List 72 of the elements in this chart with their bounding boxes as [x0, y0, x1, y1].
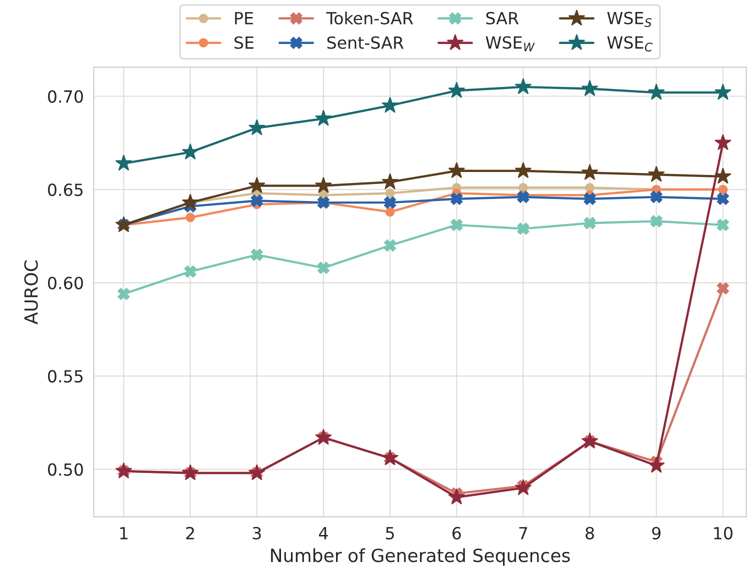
point [716, 282, 730, 294]
y-tick-label: 0.70 [48, 90, 83, 103]
point [382, 173, 398, 190]
point [248, 176, 266, 194]
point [450, 218, 463, 232]
x-tick-label: 4 [318, 527, 328, 540]
point [186, 212, 195, 222]
legend-label: WSE$_{C}$ [607, 36, 653, 52]
x-tick-label: 6 [452, 526, 461, 540]
point [118, 288, 130, 300]
point [115, 154, 132, 171]
y-tick-label: 0.50 [48, 463, 83, 476]
point [648, 84, 665, 100]
point [650, 190, 662, 204]
point [517, 222, 530, 235]
point [384, 239, 396, 252]
x-tick-label: 9 [652, 526, 660, 540]
y-axis-title: AUROC [24, 260, 38, 324]
legend-label: WSE$_{S}$ [607, 12, 652, 27]
point [581, 432, 598, 449]
point [517, 190, 530, 204]
x-tick-label: 10 [714, 526, 732, 540]
point [382, 96, 398, 113]
point [514, 162, 532, 178]
point [385, 207, 395, 217]
x-tick-label: 8 [586, 526, 594, 540]
point [714, 84, 732, 100]
point [714, 134, 732, 150]
point [448, 488, 466, 505]
point [514, 479, 532, 496]
y-tick-label: 0.55 [48, 370, 83, 383]
point [584, 217, 596, 230]
point [650, 215, 662, 228]
legend-label: Sent-SAR [327, 36, 404, 49]
point [184, 266, 196, 278]
point [514, 78, 532, 94]
x-tick-label: 7 [519, 527, 528, 540]
point [315, 110, 332, 126]
y-tick-label: 0.60 [48, 276, 83, 290]
point [448, 82, 466, 98]
legend-label: SAR [486, 12, 519, 24]
legend-label: WSE$_{W}$ [486, 36, 535, 52]
point [716, 192, 730, 205]
point [250, 248, 263, 261]
point [448, 162, 466, 178]
x-tick-label: 5 [386, 527, 394, 540]
y-tick-label: 0.65 [48, 183, 83, 196]
legend-label: Token-SAR [326, 12, 414, 24]
point [248, 119, 266, 136]
point [315, 176, 332, 194]
point [450, 192, 463, 205]
legend-label: PE [235, 12, 253, 24]
point [317, 262, 330, 274]
point [581, 80, 598, 96]
point [384, 196, 396, 209]
point [716, 218, 730, 232]
point [250, 194, 263, 207]
x-tick-label: 1 [120, 527, 128, 540]
point [385, 188, 395, 198]
point [648, 166, 665, 182]
x-tick-label: 2 [186, 526, 194, 540]
x-tick-label: 3 [252, 526, 261, 540]
x-axis-title: Number of Generated Sequences [271, 548, 570, 566]
point [182, 194, 199, 210]
point [648, 456, 665, 473]
legend-label: SE [234, 36, 254, 49]
point [182, 143, 199, 160]
point [115, 462, 132, 478]
point [584, 192, 596, 205]
point [382, 449, 398, 466]
point [714, 168, 732, 184]
point [581, 164, 598, 180]
